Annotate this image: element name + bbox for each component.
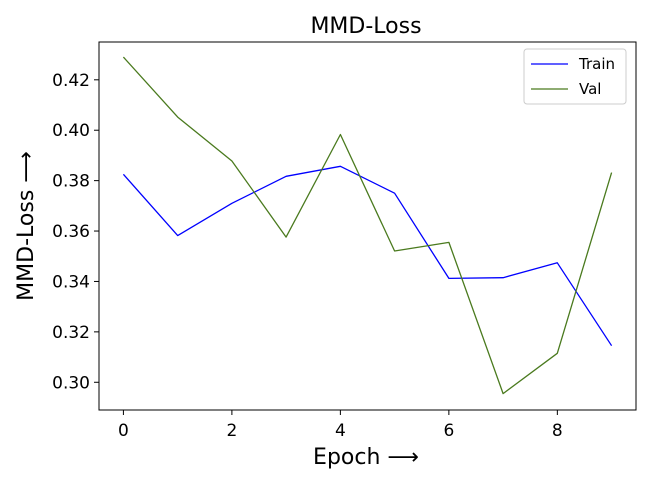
x-tick-label: 2 [226, 421, 237, 441]
legend-label-val: Val [579, 80, 601, 98]
legend: Train Val [524, 49, 626, 104]
y-axis-label: MMD-Loss ⟶ [14, 151, 39, 301]
y-tick-label: 0.40 [52, 121, 90, 141]
axis-ticks: 0 2 4 6 8 0.30 0.32 0.34 0.36 0.38 0.40 0.42 [52, 71, 563, 441]
plot-area [123, 57, 611, 394]
y-tick-label: 0.38 [52, 172, 90, 192]
x-axis-label: Epoch ⟶ [313, 445, 419, 470]
y-tick-label: 0.36 [52, 222, 90, 242]
y-tick-label: 0.32 [52, 323, 90, 343]
x-tick-label: 4 [335, 421, 346, 441]
x-tick-label: 6 [443, 421, 454, 441]
y-tick-label: 0.42 [52, 71, 90, 91]
chart-title: MMD-Loss [310, 14, 421, 39]
legend-label-train: Train [578, 55, 615, 73]
series-line-val [123, 57, 611, 394]
y-tick-label: 0.30 [52, 373, 90, 393]
x-tick-label: 0 [118, 421, 129, 441]
y-tick-label: 0.34 [52, 272, 90, 292]
x-tick-label: 8 [552, 421, 563, 441]
